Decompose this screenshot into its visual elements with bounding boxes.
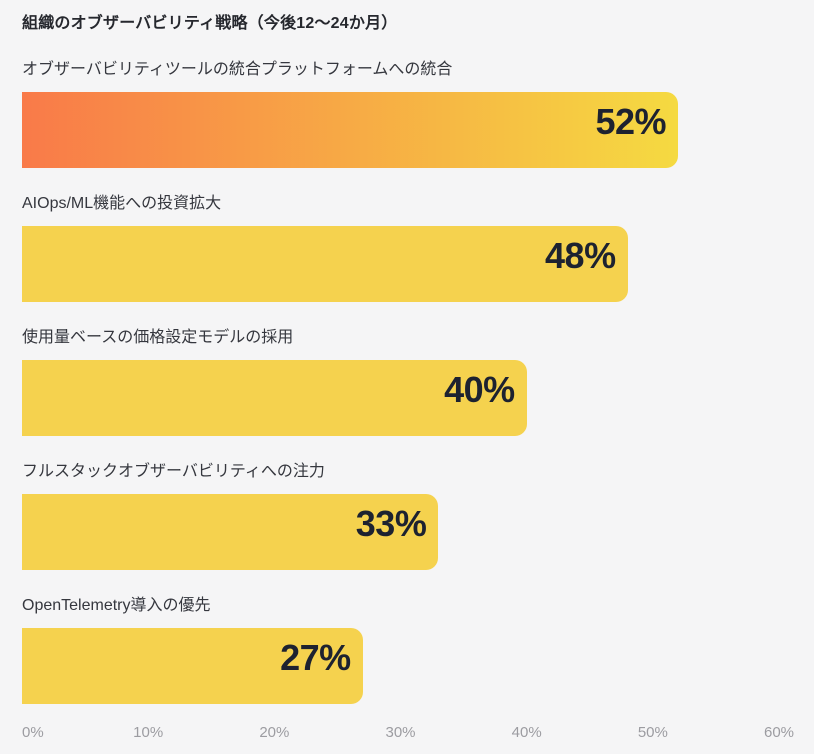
bar-label: フルスタックオブザーバビリティへの注力 <box>22 463 325 480</box>
bar-value: 52% <box>595 101 667 142</box>
bar-label: 使用量ベースの価格設定モデルの採用 <box>22 329 294 346</box>
x-axis-tick: 30% <box>385 724 416 741</box>
x-axis-tick: 50% <box>637 724 668 741</box>
x-axis-tick: 10% <box>133 724 164 741</box>
bar-label: AIOps/ML機能への投資拡大 <box>22 195 222 212</box>
bar-fullstack: 33% <box>22 494 439 570</box>
bar-group: AIOps/ML機能への投資拡大 48% <box>22 196 779 302</box>
bars-area: オブザーバビリティツールの統合プラットフォームへの統合 52% AIOps/ML… <box>22 62 779 704</box>
bar-label: オブザーバビリティツールの統合プラットフォームへの統合 <box>22 61 453 78</box>
bar-value: 48% <box>545 235 616 276</box>
bar-aiops-ml: 48% <box>22 226 628 302</box>
x-axis-tick: 40% <box>511 724 542 741</box>
x-axis-tick: 0% <box>22 724 44 741</box>
bar-value: 27% <box>280 637 351 678</box>
bar-usage-pricing: 40% <box>22 360 527 436</box>
x-axis-tick: 20% <box>259 724 290 741</box>
bar-group: オブザーバビリティツールの統合プラットフォームへの統合 52% <box>22 62 779 168</box>
bar-group: フルスタックオブザーバビリティへの注力 33% <box>22 464 779 570</box>
chart-title: 組織のオブザーバビリティ戦略（今後12〜24か月） <box>22 15 398 32</box>
x-axis: 0% 10% 20% 30% 40% 50% 60% <box>22 724 794 742</box>
bar-opentelemetry: 27% <box>22 628 363 704</box>
bar-group: OpenTelemetry導入の優先 27% <box>22 598 779 704</box>
bar-integration: 52% <box>22 92 679 168</box>
bar-value: 40% <box>444 369 515 410</box>
x-axis-tick: 60% <box>763 724 795 741</box>
bar-group: 使用量ベースの価格設定モデルの採用 40% <box>22 330 779 436</box>
bar-label: OpenTelemetry導入の優先 <box>22 597 211 614</box>
bar-value: 33% <box>355 503 427 544</box>
